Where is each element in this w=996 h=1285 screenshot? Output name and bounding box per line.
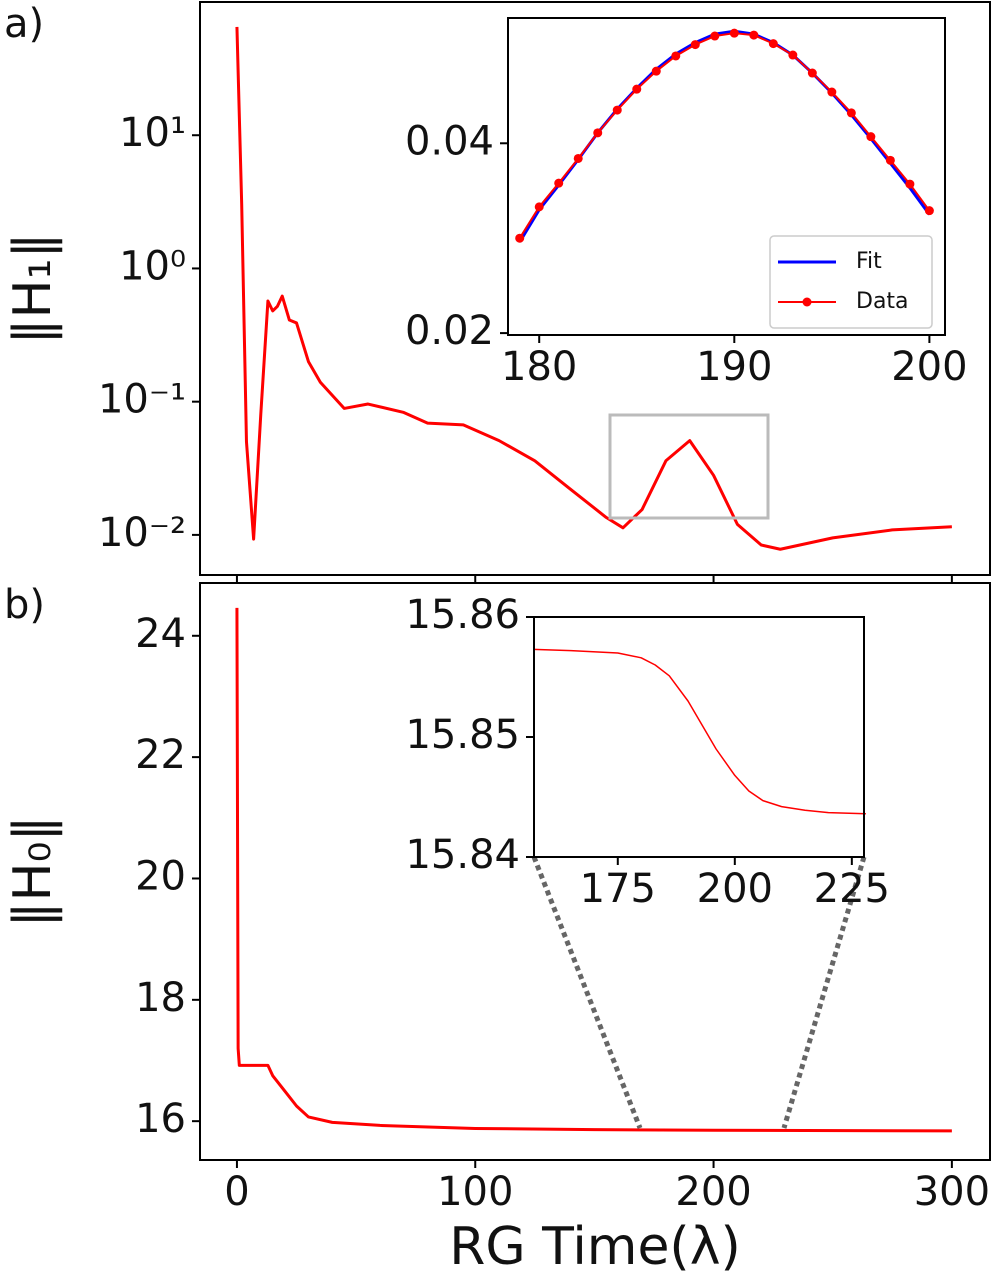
y-tick-label: 18	[135, 975, 186, 1021]
y-tick-label: 22	[135, 732, 186, 778]
panel-label: b)	[4, 582, 45, 628]
data-point	[768, 39, 778, 49]
legend-label: Fit	[856, 249, 882, 274]
x-tick-label: 190	[696, 344, 772, 390]
plot-frame	[533, 616, 865, 858]
data-point	[573, 153, 583, 163]
x-tick-label: 200	[891, 344, 967, 390]
y-tick-label: 10⁻²	[98, 510, 186, 556]
x-tick-label: 200	[675, 1169, 751, 1215]
zoom-box	[608, 413, 770, 520]
plot-frame	[199, 1, 991, 576]
series-line	[235, 26, 952, 551]
series-line	[533, 648, 866, 815]
y-axis-label: ‖H₀‖	[3, 816, 63, 928]
data-point	[729, 28, 739, 38]
data-point	[885, 155, 895, 165]
data-point	[690, 40, 700, 50]
data-point	[651, 66, 661, 76]
y-tick-label: 10¹	[119, 110, 186, 156]
legend-marker	[802, 297, 812, 307]
y-tick-label: 10⁻¹	[98, 377, 186, 423]
data-point	[846, 108, 856, 118]
legend-label: Data	[856, 289, 909, 314]
x-tick-label: 225	[814, 866, 890, 912]
panel-label: a)	[4, 1, 44, 47]
insets: 0.02 0.04 180 190 200 Fit Data 15.84 15.85 15.86 1…	[405, 17, 968, 912]
data-point	[612, 105, 622, 115]
data-point	[710, 31, 720, 41]
y-tick-label: 24	[135, 611, 186, 657]
data-point	[534, 202, 544, 212]
data-point	[671, 51, 681, 61]
data-point	[632, 84, 642, 94]
y-tick-label: 0.04	[405, 118, 494, 164]
x-tick-label: 175	[580, 866, 656, 912]
data-point	[827, 87, 837, 97]
y-tick-label: 10⁰	[119, 243, 186, 289]
data-point	[788, 50, 798, 60]
data-point	[554, 178, 564, 188]
plot-frame	[199, 582, 991, 1161]
legend-box	[769, 235, 933, 329]
x-tick-label: 180	[501, 344, 577, 390]
data-point	[749, 30, 759, 40]
data-point	[924, 206, 934, 216]
y-tick-label: 16	[135, 1096, 186, 1142]
x-tick-label: 100	[437, 1169, 513, 1215]
series-line	[235, 607, 952, 1133]
x-tick-label: 300	[914, 1169, 990, 1215]
y-tick-label: 15.85	[405, 712, 520, 758]
plot-area	[534, 617, 864, 857]
x-axis-label: RG Time(λ)	[449, 1217, 741, 1277]
data-point	[807, 68, 817, 78]
zoom-connector	[531, 856, 643, 1129]
y-tick-label: 20	[135, 853, 186, 899]
series-line	[518, 32, 931, 239]
data-point	[866, 132, 876, 142]
x-tick-label: 0	[224, 1169, 249, 1215]
zoom-connector	[781, 856, 867, 1129]
data-point	[515, 233, 525, 243]
y-tick-label: 0.02	[405, 308, 494, 354]
y-tick-label: 15.84	[405, 832, 520, 878]
data-point	[905, 179, 915, 189]
plot-frame	[507, 17, 946, 336]
data-point	[593, 128, 603, 138]
x-tick-label: 200	[697, 866, 773, 912]
y-axis-label: ‖H₁‖	[3, 233, 63, 345]
y-tick-label: 15.86	[405, 592, 520, 638]
